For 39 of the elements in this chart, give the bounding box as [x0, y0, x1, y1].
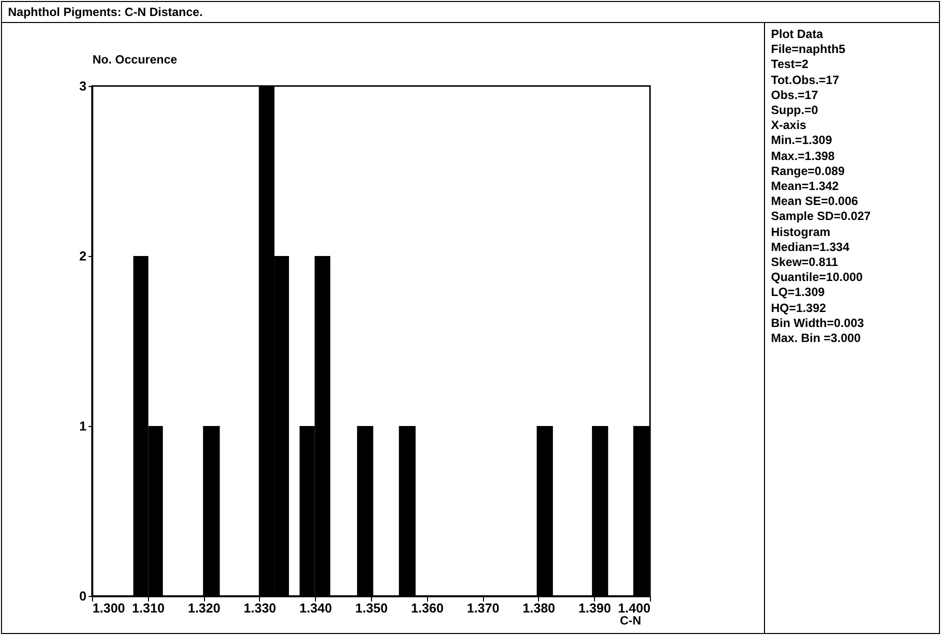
y-tick-label: 1 [79, 418, 86, 434]
y-axis-title: No. Occurence [92, 52, 178, 66]
x-tick-label: 1.300 [92, 600, 126, 616]
text: Max. Bin =3.000 [771, 331, 862, 346]
chart-title: Naphthol Pigments: C-N Distance. [7, 5, 203, 19]
text: X-axis [771, 118, 808, 134]
y-tick-label: 0 [79, 588, 86, 604]
text: File=naphth5 [771, 42, 846, 58]
x-tick-label: 1.360 [411, 600, 444, 616]
x-tick-label: 1.390 [578, 600, 611, 616]
y-tick-label: 2 [79, 248, 86, 264]
x-tick-label: 1.350 [355, 600, 388, 616]
text: Tot.Obs.=17 [771, 72, 840, 88]
text: Mean=1.342 [771, 179, 840, 194]
x-tick-label: 1.400 [618, 600, 650, 616]
text: Max.=1.398 [771, 148, 836, 164]
text: Min.=1.309 [771, 133, 834, 149]
text: Bin Width=0.003 [771, 316, 865, 332]
text: Quantile=10.000 [771, 270, 864, 286]
text: Range=0.089 [771, 164, 846, 180]
text: Sample SD=0.027 [771, 209, 872, 225]
x-tick-label: 1.310 [132, 600, 165, 616]
text: Median=1.334 [771, 240, 850, 256]
x-axis-title: C-N [620, 614, 642, 628]
text: Mean SE=0.006 [771, 194, 860, 210]
text: Skew=0.811 [771, 255, 840, 270]
text: Supp.=0 [771, 103, 820, 118]
text: Test=2 [771, 57, 810, 73]
text: LQ=1.309 [771, 285, 826, 301]
text: Histogram [771, 224, 832, 240]
text: HQ=1.392 [771, 300, 828, 316]
x-tick-label: 1.340 [299, 600, 332, 616]
text: Plot Data [771, 27, 824, 42]
text: Obs.=17 [771, 88, 820, 104]
y-tick-label: 3 [79, 78, 86, 94]
x-tick-label: 1.380 [522, 600, 556, 616]
x-tick-label: 1.320 [188, 600, 220, 616]
x-tick-label: 1.330 [244, 600, 276, 616]
x-tick-label: 1.370 [466, 600, 500, 616]
